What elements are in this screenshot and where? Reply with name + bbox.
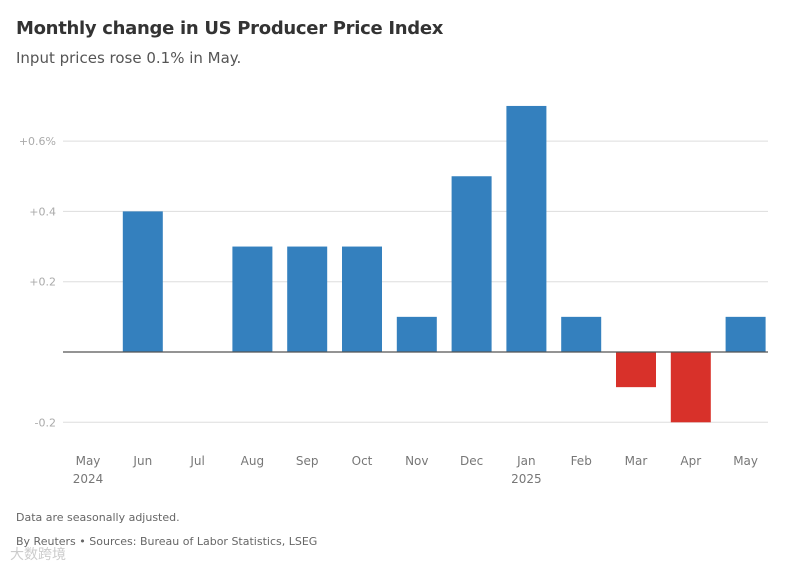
x-tick-label: Nov <box>405 454 428 468</box>
x-tick-year-label: 2024 <box>73 472 104 486</box>
bar-mar <box>616 352 656 388</box>
x-tick-label: Sep <box>296 454 319 468</box>
x-tick-label: Jun <box>132 454 152 468</box>
x-tick-label: Jul <box>189 454 204 468</box>
watermark: 大数跨境 <box>10 547 66 563</box>
x-tick-label: Mar <box>625 454 648 468</box>
bar-sep <box>287 246 328 352</box>
x-tick-label: Apr <box>680 454 701 468</box>
bar-dec <box>451 176 492 352</box>
x-tick-label: May <box>76 454 101 468</box>
x-tick-label: Jan <box>516 454 536 468</box>
bar-may <box>725 316 766 352</box>
bar-jan <box>506 105 547 352</box>
footnote: Data are seasonally adjusted. <box>16 511 180 524</box>
x-tick-label: Dec <box>460 454 483 468</box>
bar-aug <box>232 246 273 352</box>
y-tick-label: -0.2 <box>35 416 56 429</box>
source-credit: By Reuters • Sources: Bureau of Labor St… <box>16 535 318 548</box>
bar-nov <box>396 316 437 352</box>
bar-apr <box>670 352 711 423</box>
x-tick-label: May <box>733 454 758 468</box>
x-tick-year-label: 2025 <box>511 472 542 486</box>
chart-subtitle: Input prices rose 0.1% in May. <box>16 49 242 67</box>
chart-title: Monthly change in US Producer Price Inde… <box>16 18 444 39</box>
y-tick-label: +0.6% <box>19 135 56 148</box>
bar-feb <box>561 316 602 352</box>
y-tick-label: +0.4 <box>29 205 56 218</box>
bar-chart: -0.2 +0.2 +0.4 +0.6% May 2024 Jun Jul Aug Sep Oct N… <box>19 105 768 486</box>
bar-jun <box>122 211 163 352</box>
x-tick-label: Oct <box>352 454 373 468</box>
y-tick-label: +0.2 <box>29 276 56 289</box>
x-tick-label: Aug <box>241 454 264 468</box>
x-tick-label: Feb <box>571 454 592 468</box>
bar-oct <box>342 246 382 352</box>
